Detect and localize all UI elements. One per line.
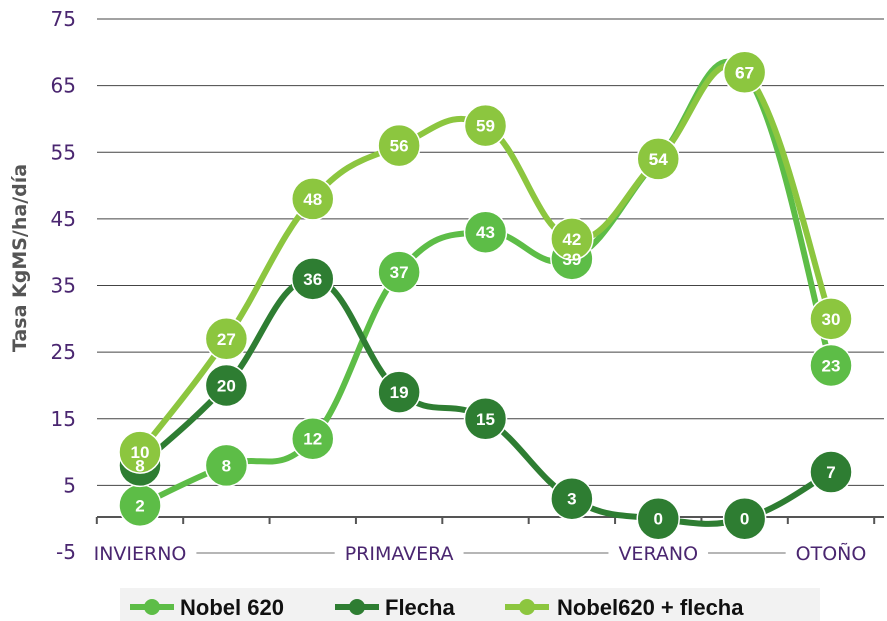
nobel-620-data-label: 54 (649, 150, 668, 169)
nobel620-flecha-data-label: 56 (390, 137, 409, 156)
nobel620-flecha-point (204, 317, 249, 361)
nobel-620-data-label: 39 (562, 250, 581, 269)
y-tick-label: 45 (51, 207, 76, 231)
nobel620-flecha-data-label: 27 (217, 330, 236, 349)
nobel620-flecha-data-label: 59 (476, 117, 495, 136)
flecha-data-label: 7 (826, 463, 835, 482)
nobel-620-data-label: 8 (222, 456, 231, 475)
nobel620-flecha-data-label: 48 (303, 190, 322, 209)
nobel-620-data-label: 37 (390, 263, 409, 282)
flecha-point (550, 476, 594, 521)
nobel620-flecha-data-label: 54 (649, 150, 668, 169)
flecha-data-label: 15 (476, 410, 495, 429)
nobel620-flecha-data-label: 42 (562, 230, 581, 249)
legend-swatch-marker (519, 599, 535, 615)
flecha-data-label: 20 (217, 376, 236, 395)
legend-swatch-marker (349, 599, 365, 615)
season-label: INVIERNO (94, 543, 187, 565)
legend-label: Nobel620 + flecha (557, 595, 744, 620)
flecha-data-label: 3 (567, 490, 576, 509)
y-tick-label: 5 (63, 473, 76, 497)
legend-swatch-marker (144, 599, 160, 615)
nobel620-flecha-point (463, 103, 508, 148)
season-label: VERANO (618, 543, 698, 565)
y-tick-label: -5 (56, 540, 76, 564)
y-tick-label: 55 (51, 140, 76, 164)
flecha-data-label: 19 (390, 383, 409, 402)
legend: Nobel 620 Flecha Nobel620 + flecha (120, 588, 820, 621)
nobel-620-point (204, 443, 249, 488)
nobel620-flecha-data-label: 30 (822, 310, 841, 329)
flecha-point (377, 370, 421, 414)
flecha-data-label: 0 (740, 510, 749, 529)
nobel620-flecha-point (722, 50, 767, 95)
nobel620-flecha-point (291, 177, 335, 221)
legend-label: Nobel 620 (180, 595, 284, 620)
nobel-620-data-label: 43 (476, 223, 495, 242)
flecha-point (463, 397, 508, 441)
season-labels: INVIERNO PRIMAVERA VERANO OTOÑO (94, 542, 867, 565)
flecha-data-label: 0 (654, 510, 663, 529)
season-label: PRIMAVERA (345, 543, 454, 565)
flecha-point (722, 496, 767, 541)
y-tick-label: 15 (51, 407, 76, 431)
nobel-620-data-label: 23 (822, 356, 841, 375)
nobel620-flecha-point (809, 297, 853, 341)
nobel620-flecha-point (377, 123, 421, 168)
nobel620-flecha-data-label: 67 (735, 63, 754, 82)
nobel-620-point (463, 210, 508, 254)
legend-background (120, 588, 820, 621)
flecha-point (291, 257, 335, 301)
nobel-620-point (291, 416, 335, 461)
flecha-point (636, 496, 680, 541)
nobel-620-point (377, 250, 421, 294)
nobel620-flecha-point (118, 430, 162, 474)
nobel620-flecha-data-label: 10 (131, 443, 150, 462)
season-label: OTOÑO (796, 542, 867, 565)
flecha-point (204, 363, 249, 408)
y-tick-label: 65 (51, 74, 76, 98)
y-tick-label: 75 (51, 7, 76, 31)
y-axis-label: Tasa KgMS/ha/día (9, 164, 31, 352)
nobel-620-point (809, 343, 853, 388)
flecha-data-label: 8 (135, 456, 144, 475)
y-tick-label: 25 (51, 340, 76, 364)
nobel620-flecha-point (636, 137, 680, 181)
y-axis-ticks: 75 65 55 45 35 25 15 5 -5 (51, 7, 76, 564)
flecha-data-label: 36 (303, 270, 322, 289)
nobel-620-data-label: 2 (135, 496, 144, 515)
y-tick-label: 35 (51, 274, 76, 298)
nobel-620-data-label: 12 (303, 430, 322, 449)
legend-label: Flecha (385, 595, 455, 620)
nobel-620-data-label: 67 (735, 63, 754, 82)
nobel620-flecha-point (550, 217, 594, 261)
flecha-point (809, 450, 853, 494)
